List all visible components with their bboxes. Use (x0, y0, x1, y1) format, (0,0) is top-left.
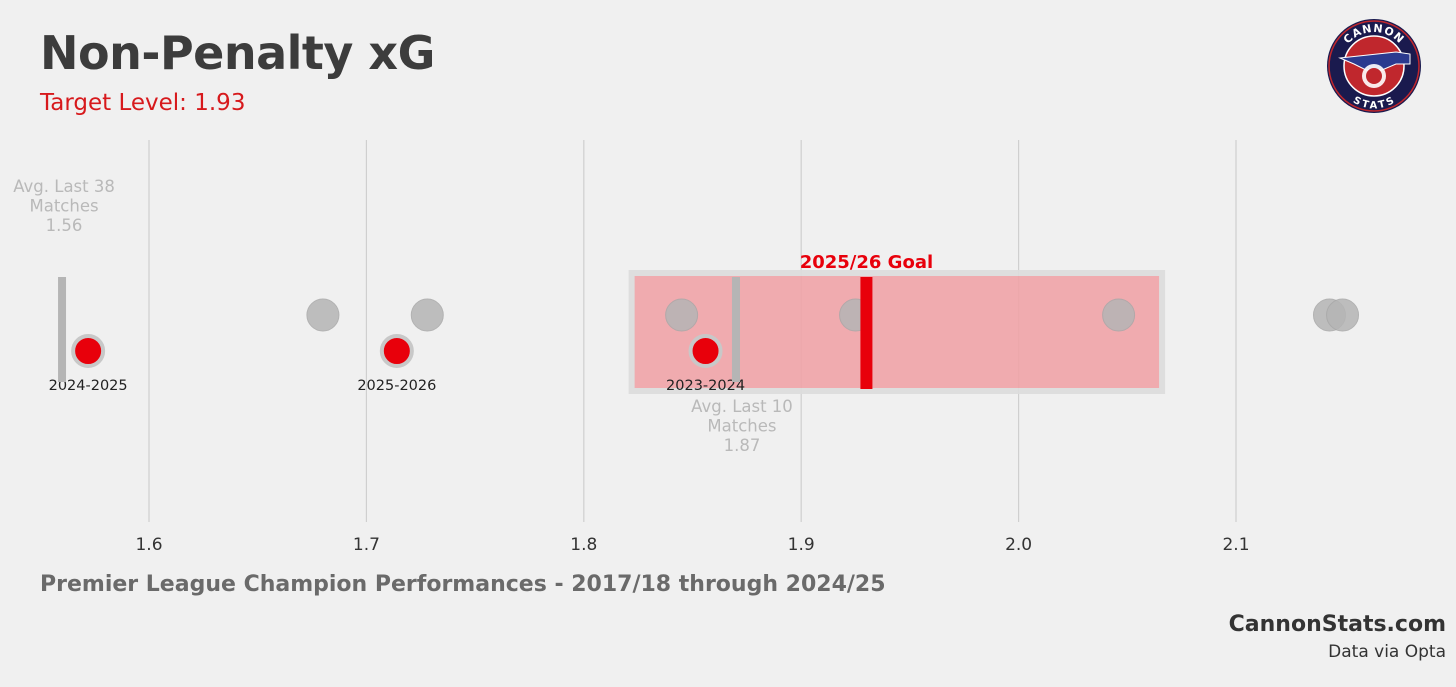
season-point-2024-2025 (71, 334, 106, 368)
site-name[interactable]: CannonStats.com (1228, 612, 1446, 637)
x-axis-ticks: 1.6 1.7 1.8 1.9 2.0 2.1 (135, 535, 1249, 555)
champion-point-0 (306, 298, 340, 332)
avg-marker-bar-0 (58, 277, 67, 382)
target-band (628, 270, 1166, 394)
x-tick-label-2.1: 2.1 (1222, 535, 1249, 555)
cannon-stats-logo-icon: CANNON STATS (1327, 19, 1421, 113)
goal-line-label: 2025/26 Goal (800, 252, 933, 273)
season-point-2023-2024 (688, 334, 723, 368)
x-tick-label-1.8: 1.8 (570, 535, 597, 555)
season-point-label-2025-2026: 2025-2026 (357, 378, 436, 394)
x-tick-label-1.6: 1.6 (135, 535, 162, 555)
avg-marker-label-0-0: Avg. Last 38 (13, 177, 115, 196)
goal-line (860, 277, 873, 389)
logo-text-bottom: STATS (1351, 95, 1396, 111)
season-point-label-2023-2024: 2023-2024 (666, 378, 745, 394)
season-point-label-2024-2025: 2024-2025 (49, 378, 128, 394)
data-source: Data via Opta (1328, 642, 1446, 662)
points-layer: 2024-2025 2025-2026 2023-2024 (49, 298, 1360, 394)
avg-marker-label-1-2: 1.87 (724, 436, 761, 455)
champion-point-4 (1102, 298, 1136, 332)
champion-point-6 (1326, 298, 1360, 332)
page-title: Non-Penalty xG (40, 26, 435, 80)
chart-caption: Premier League Champion Performances - 2… (40, 572, 886, 597)
champion-point-1 (410, 298, 444, 332)
x-tick-label-2.0: 2.0 (1005, 535, 1032, 555)
target-level-subtitle: Target Level: 1.93 (40, 90, 246, 116)
season-point-2025-2026 (379, 334, 414, 368)
avg-marker-label-1-0: Avg. Last 10 (691, 397, 793, 416)
avg-marker-label-0-1: Matches (29, 197, 98, 216)
target-band-layer (628, 270, 1166, 394)
champion-point-2 (665, 298, 699, 332)
x-tick-label-1.7: 1.7 (353, 535, 380, 555)
avg-marker-label-0-2: 1.56 (46, 216, 83, 235)
svg-text:STATS: STATS (1351, 95, 1397, 111)
avg-marker-bar-1 (731, 277, 740, 382)
avg-marker-label-1-1: Matches (707, 417, 776, 436)
x-tick-label-1.9: 1.9 (788, 535, 815, 555)
